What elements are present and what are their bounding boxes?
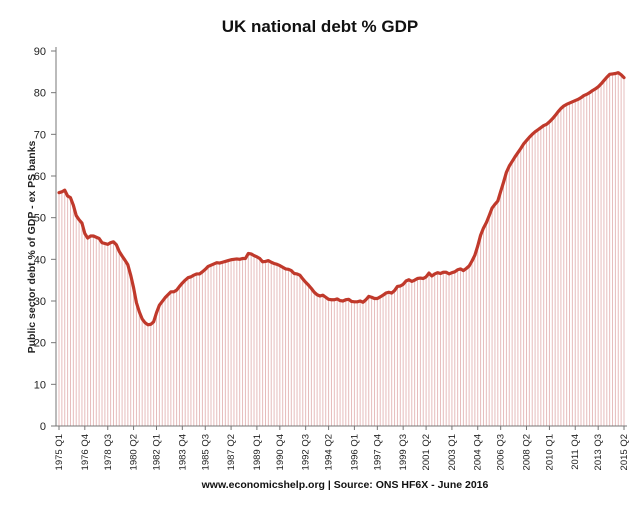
x-tick-label: 1976 Q4 <box>80 434 91 470</box>
x-tick-label: 2013 Q3 <box>593 434 604 470</box>
x-tick-label: 2006 Q3 <box>496 434 507 470</box>
y-tick-label: 60 <box>34 171 46 183</box>
x-tick-label: 1999 Q3 <box>398 434 409 470</box>
x-tick-label: 1975 Q1 <box>54 434 65 470</box>
y-tick-label: 80 <box>34 88 46 100</box>
chart-title: UK national debt % GDP <box>222 17 418 36</box>
x-tick-label: 1997 Q4 <box>372 434 383 470</box>
series-line <box>57 71 626 327</box>
grid-layer <box>58 72 625 426</box>
x-tick-label: 2008 Q2 <box>521 434 532 470</box>
x-tick-label: 1992 Q3 <box>301 434 312 470</box>
x-tick-label: 1978 Q3 <box>103 434 114 470</box>
x-tick-label: 2004 Q4 <box>473 434 484 470</box>
x-tick-label: 2003 Q1 <box>447 434 458 470</box>
y-tick-label: 30 <box>34 296 46 308</box>
x-tick-label: 1987 Q2 <box>226 434 237 470</box>
x-tick-label: 1982 Q1 <box>152 434 163 470</box>
y-tick-label: 0 <box>40 421 46 433</box>
series-layer <box>57 71 626 327</box>
axis-layer: 0 10 20 30 40 50 60 70 80 90 1975 Q1 1976 Q4 1978 Q3… <box>34 46 630 470</box>
y-tick-label: 40 <box>34 254 46 266</box>
x-tick-label: 1985 Q3 <box>200 434 211 470</box>
x-tick-label: 1983 Q4 <box>177 434 188 470</box>
y-tick-label: 90 <box>34 46 46 58</box>
x-tick-label: 1994 Q2 <box>324 434 335 470</box>
x-tick-label: 1996 Q1 <box>349 434 360 470</box>
x-tick-label: 2010 Q1 <box>544 434 555 470</box>
y-axis-label: Public sector debt % of GDP - ex PS bank… <box>26 140 38 353</box>
x-tick-label: 2011 Q4 <box>570 434 581 470</box>
x-tick-label: 2001 Q2 <box>421 434 432 470</box>
x-tick-label: 1989 Q1 <box>252 434 263 470</box>
chart-footer: www.economicshelp.org | Source: ONS HF6X… <box>201 479 489 491</box>
x-tick-label: 2015 Q2 <box>619 434 630 470</box>
x-tick-label: 1980 Q2 <box>129 434 140 470</box>
y-tick-label: 50 <box>34 213 46 225</box>
x-tick-label: 1990 Q4 <box>275 434 286 470</box>
y-tick-label: 20 <box>34 338 46 350</box>
y-tick-label: 10 <box>34 379 46 391</box>
y-tick-label: 70 <box>34 129 46 141</box>
